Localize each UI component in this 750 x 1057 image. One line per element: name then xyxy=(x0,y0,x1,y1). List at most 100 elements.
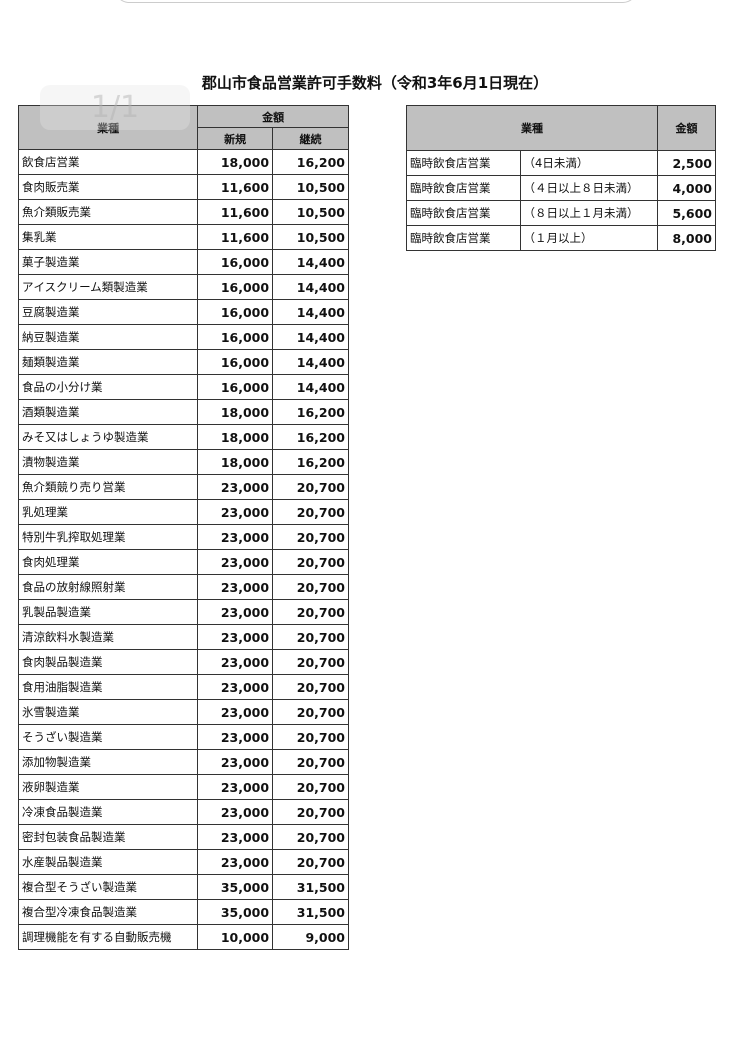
header-amount: 金額 xyxy=(197,105,349,128)
fee-cell: 20,700 xyxy=(272,749,349,775)
table-row: 臨時飲食店営業 （８日以上１月未満） 5,600 xyxy=(406,200,716,226)
fee-cell: 16,000 xyxy=(197,299,274,325)
fee-cell: 20,700 xyxy=(272,799,349,825)
table-row: 乳処理業 23,000 20,700 xyxy=(17,499,349,525)
business-type-cell: みそ又はしょうゆ製造業 xyxy=(17,424,199,450)
business-type-cell: 飲食店営業 xyxy=(17,149,199,175)
fee-cell: 20,700 xyxy=(272,824,349,850)
table-row: 清涼飲料水製造業 23,000 20,700 xyxy=(17,624,349,650)
fee-cell: 16,000 xyxy=(197,324,274,350)
fee-cell: 20,700 xyxy=(272,574,349,600)
fee-cell: 14,400 xyxy=(272,299,349,325)
business-type-cell: 清涼飲料水製造業 xyxy=(17,624,199,650)
business-type-cell: アイスクリーム類製造業 xyxy=(17,274,199,300)
fee-cell: 20,700 xyxy=(272,599,349,625)
fee-cell: 8,000 xyxy=(657,225,716,251)
table-row: 納豆製造業 16,000 14,400 xyxy=(17,324,349,350)
fee-cell: 11,600 xyxy=(197,174,274,200)
header-renewal: 継続 xyxy=(272,127,349,150)
business-type-cell: 菓子製造業 xyxy=(17,249,199,275)
table-row: 豆腐製造業 16,000 14,400 xyxy=(17,299,349,325)
fee-cell: 11,600 xyxy=(197,199,274,225)
document-title: 郡山市食品営業許可手数料（令和3年6月1日現在） xyxy=(201,74,549,92)
fee-cell: 2,500 xyxy=(657,150,716,176)
fee-cell: 16,200 xyxy=(272,149,349,175)
fee-cell: 20,700 xyxy=(272,774,349,800)
business-type-cell: 複合型そうざい製造業 xyxy=(17,874,199,900)
business-type-cell: 麺類製造業 xyxy=(17,349,199,375)
fee-cell: 23,000 xyxy=(197,749,274,775)
header-amount: 金額 xyxy=(657,105,716,151)
business-type-cell: 調理機能を有する自動販売機 xyxy=(17,924,199,950)
header-new: 新規 xyxy=(197,127,274,150)
table-row: アイスクリーム類製造業 16,000 14,400 xyxy=(17,274,349,300)
header-type: 業種 xyxy=(405,105,659,151)
fee-cell: 10,500 xyxy=(272,174,349,200)
table-row: 酒類製造業 18,000 16,200 xyxy=(17,399,349,425)
fee-cell: 31,500 xyxy=(272,899,349,925)
fee-cell: 20,700 xyxy=(272,699,349,725)
fee-cell: 18,000 xyxy=(197,399,274,425)
business-type-cell: 臨時飲食店営業 xyxy=(406,175,521,201)
business-type-cell: （４日以上８日未満） xyxy=(519,175,659,201)
business-type-cell: 食肉製品製造業 xyxy=(17,649,199,675)
table-row: 臨時飲食店営業 （４日以上８日未満） 4,000 xyxy=(406,175,716,201)
business-type-cell: （１月以上） xyxy=(519,225,659,251)
fee-cell: 10,500 xyxy=(272,199,349,225)
table-row: 漬物製造業 18,000 16,200 xyxy=(17,449,349,475)
fee-cell: 18,000 xyxy=(197,149,274,175)
business-type-cell: 食肉販売業 xyxy=(17,174,199,200)
table-row: 菓子製造業 16,000 14,400 xyxy=(17,249,349,275)
fee-cell: 16,000 xyxy=(197,274,274,300)
business-type-cell: 納豆製造業 xyxy=(17,324,199,350)
business-type-cell: 魚介類販売業 xyxy=(17,199,199,225)
table-row: 魚介類販売業 11,600 10,500 xyxy=(17,199,349,225)
fee-cell: 23,000 xyxy=(197,824,274,850)
table-row: 魚介類競り売り営業 23,000 20,700 xyxy=(17,474,349,500)
fee-cell: 20,700 xyxy=(272,549,349,575)
business-type-cell: 乳製品製造業 xyxy=(17,599,199,625)
fee-cell: 23,000 xyxy=(197,724,274,750)
standard-fee-table: 業種 金額 新規 継続 飲食店営業 18,000 16,200 食肉販売業 11,600… xyxy=(17,105,349,950)
business-type-cell: そうざい製造業 xyxy=(17,724,199,750)
business-type-cell: 液卵製造業 xyxy=(17,774,199,800)
fee-cell: 31,500 xyxy=(272,874,349,900)
fee-cell: 16,000 xyxy=(197,349,274,375)
fee-cell: 16,200 xyxy=(272,424,349,450)
fee-cell: 20,700 xyxy=(272,499,349,525)
business-type-cell: （4日未満） xyxy=(519,150,659,176)
business-type-cell: 密封包装食品製造業 xyxy=(17,824,199,850)
table-row: 水産製品製造業 23,000 20,700 xyxy=(17,849,349,875)
fee-cell: 35,000 xyxy=(197,899,274,925)
table-row: 飲食店営業 18,000 16,200 xyxy=(17,149,349,175)
fee-cell: 16,200 xyxy=(272,449,349,475)
fee-cell: 20,700 xyxy=(272,624,349,650)
business-type-cell: 食肉処理業 xyxy=(17,549,199,575)
business-type-cell: 水産製品製造業 xyxy=(17,849,199,875)
business-type-cell: 氷雪製造業 xyxy=(17,699,199,725)
fee-cell: 23,000 xyxy=(197,549,274,575)
fee-cell: 23,000 xyxy=(197,649,274,675)
business-type-cell: 豆腐製造業 xyxy=(17,299,199,325)
fee-cell: 14,400 xyxy=(272,324,349,350)
business-type-cell: 漬物製造業 xyxy=(17,449,199,475)
table-row: 食肉製品製造業 23,000 20,700 xyxy=(17,649,349,675)
fee-cell: 23,000 xyxy=(197,624,274,650)
fee-cell: 18,000 xyxy=(197,449,274,475)
table-row: 乳製品製造業 23,000 20,700 xyxy=(17,599,349,625)
fee-cell: 9,000 xyxy=(272,924,349,950)
fee-cell: 20,700 xyxy=(272,674,349,700)
fee-cell: 5,600 xyxy=(657,200,716,226)
fee-cell: 35,000 xyxy=(197,874,274,900)
fee-cell: 10,000 xyxy=(197,924,274,950)
fee-cell: 23,000 xyxy=(197,774,274,800)
header-type: 業種 xyxy=(17,105,199,150)
fee-cell: 23,000 xyxy=(197,499,274,525)
fee-cell: 23,000 xyxy=(197,674,274,700)
business-type-cell: 魚介類競り売り営業 xyxy=(17,474,199,500)
fee-cell: 20,700 xyxy=(272,649,349,675)
fee-cell: 23,000 xyxy=(197,524,274,550)
table-row: 麺類製造業 16,000 14,400 xyxy=(17,349,349,375)
viewer-toolbar[interactable] xyxy=(115,0,637,3)
business-type-cell: 食品の放射線照射業 xyxy=(17,574,199,600)
